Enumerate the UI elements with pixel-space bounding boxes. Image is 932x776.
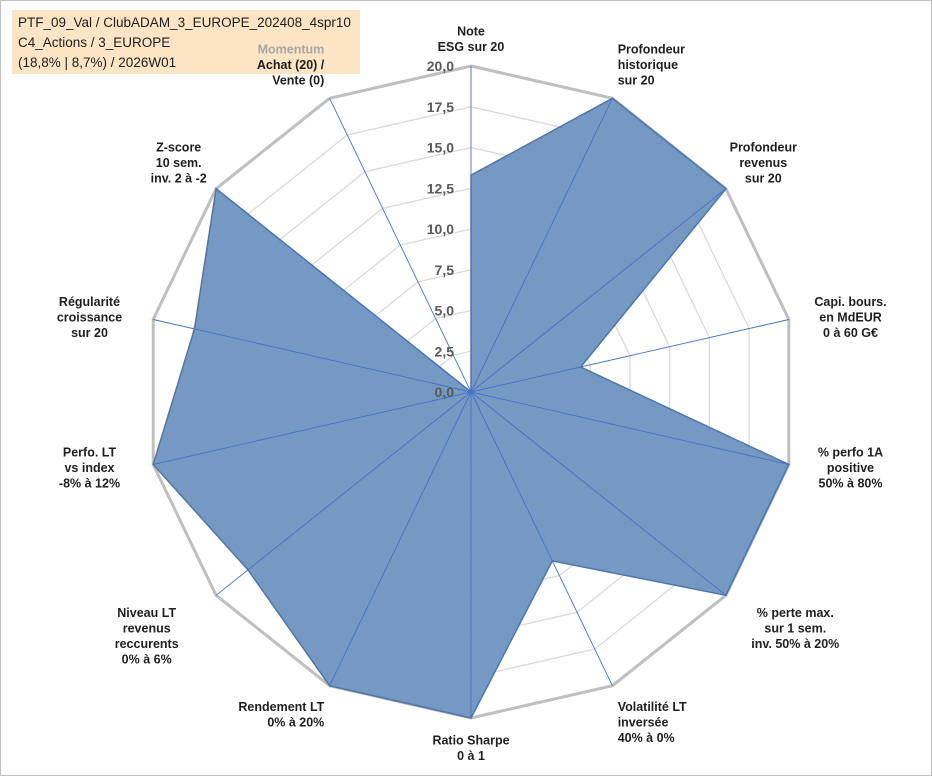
tick-label: 2,5 (435, 343, 455, 359)
axis-label-line: ESG sur 20 (438, 40, 505, 54)
info-line-portfolio: PTF_09_Val / ClubADAM_3_EUROPE_202408_4s… (18, 15, 351, 30)
radar-spokes (153, 66, 789, 718)
axis-spoke (329, 98, 472, 393)
axis-label-line: Note (457, 25, 485, 39)
axis-label-8: Rendement LT 0% à 20% (238, 700, 324, 730)
axis-spoke (215, 188, 472, 393)
axis-label-line: reccurents (115, 637, 179, 651)
axis-spoke (470, 98, 613, 393)
info-line-category: C4_Actions / 3_EUROPE (18, 35, 171, 50)
axis-label-line: sur 20 (745, 171, 782, 185)
axis-label-line: Régularité (59, 295, 120, 309)
axis-spoke (329, 391, 472, 686)
tick-label: 20,0 (427, 58, 454, 74)
tick-label: 5,0 (435, 303, 455, 319)
axis-spoke (153, 391, 472, 465)
radar-tick-labels: 0,0 2,5 5,0 7,5 10,0 12,5 15,0 17,5 20,0 (427, 58, 454, 400)
axis-spoke (470, 391, 613, 686)
axis-label-line: Ratio Sharpe (432, 734, 509, 748)
tick-label: 17,5 (427, 99, 454, 115)
axis-label-line: Profondeur (618, 43, 685, 57)
axis-spoke (470, 188, 727, 393)
tick-label: 0,0 (435, 384, 455, 400)
axis-label-line: vs index (64, 461, 114, 475)
axis-label-line: positive (827, 461, 874, 475)
axis-label-line: 40% à 0% (618, 731, 675, 745)
axis-label-line: Vente (0) (272, 74, 324, 88)
axis-label-line: historique (618, 58, 678, 72)
axis-label-line: 0 à 1 (457, 749, 485, 763)
axis-label-line: en MdEUR (819, 311, 882, 325)
tick-label: 10,0 (427, 221, 454, 237)
axis-label-line: Momentum (258, 43, 325, 57)
axis-label-line: inv. 50% à 20% (751, 637, 839, 651)
axis-label-5: % perte max. sur 1 sem.inv. 50% à 20% (751, 606, 839, 651)
axis-label-line: 50% à 80% (819, 477, 883, 491)
axis-label-line: sur 20 (618, 74, 655, 88)
axis-label-line: Capi. bours. (814, 295, 886, 309)
axis-label-line: % perfo 1A (818, 446, 883, 460)
axis-label-line: croissance (57, 311, 122, 325)
axis-label-line: Perfo. LT (63, 446, 117, 460)
axis-label-line: 0% à 6% (122, 653, 172, 667)
axis-label-line: Z-score (156, 140, 201, 154)
axis-label-line: inv. 2 à -2 (151, 171, 207, 185)
axis-label-line: % perte max. (757, 606, 834, 620)
axis-label-line: Achat (20) / (257, 58, 325, 72)
axis-label-line: Niveau LT (117, 606, 176, 620)
axis-spoke (215, 391, 472, 596)
axis-label-line: Rendement LT (238, 700, 324, 714)
axis-spoke (470, 391, 727, 596)
axis-spoke (470, 391, 789, 465)
axis-label-line: 10 sem. (156, 156, 202, 170)
axis-label-line: 0 à 60 G€ (823, 326, 878, 340)
axis-label-line: inversée (618, 716, 669, 730)
portfolio-info-box: PTF_09_Val / ClubADAM_3_EUROPE_202408_4s… (12, 10, 360, 74)
axis-label-line: 0% à 20% (267, 716, 324, 730)
axis-label-line: Volatilité LT (618, 700, 687, 714)
axis-label-12: Z-score 10 sem.inv. 2 à -2 (151, 140, 207, 185)
tick-label: 7,5 (435, 262, 455, 278)
tick-label: 12,5 (427, 180, 454, 196)
tick-label: 15,0 (427, 140, 454, 156)
axis-label-line: sur 20 (71, 326, 108, 340)
axis-label-line: sur 1 sem. (764, 622, 826, 636)
axis-label-line: -8% à 12% (59, 477, 120, 491)
axis-label-line: revenus (123, 622, 171, 636)
axis-spoke (153, 319, 472, 393)
axis-label-line: Profondeur (730, 140, 797, 154)
info-line-stats: (18,8% | 8,7%) / 2026W01 (18, 55, 177, 70)
axis-label-line: revenus (739, 156, 787, 170)
axis-spoke (470, 319, 789, 393)
